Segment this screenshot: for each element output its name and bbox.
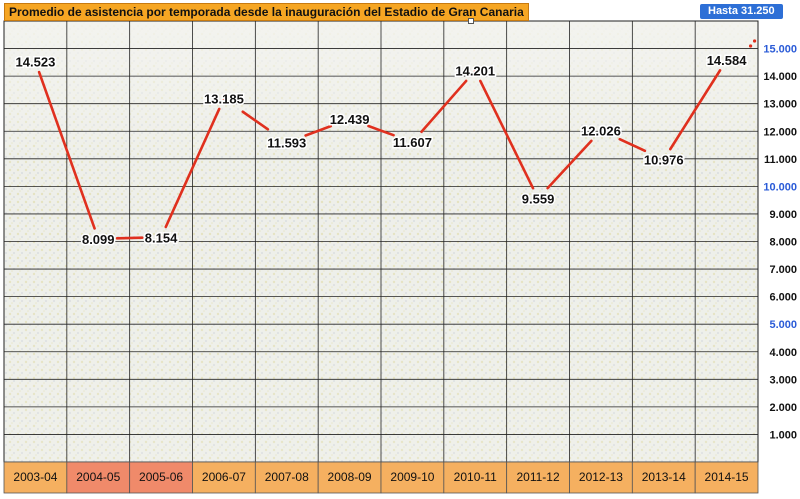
x-tick-label: 2013-14 (642, 470, 686, 484)
category-cell (317, 461, 382, 494)
chart-title: Promedio de asistencia por temporada des… (4, 3, 529, 21)
y-tick-label: 7.000 (769, 264, 797, 276)
category-cell (254, 461, 319, 494)
series-line-segment (618, 137, 647, 153)
y-tick-label: 6.000 (769, 292, 797, 304)
x-tick-label: 2009-10 (390, 470, 434, 484)
x-tick-label: 2014-15 (705, 470, 749, 484)
x-tick-label: 2003-04 (13, 470, 57, 484)
data-point (159, 235, 163, 239)
data-point (662, 157, 666, 161)
y-tick-label: 3.000 (769, 374, 797, 386)
series-line-segment (479, 79, 535, 190)
y-tick-label: 2.000 (769, 402, 797, 414)
data-point (33, 60, 37, 64)
series-line-segment (241, 110, 270, 131)
x-tick-label: 2006-07 (202, 470, 246, 484)
category-cell (3, 461, 68, 494)
x-tick-label: 2008-09 (328, 470, 372, 484)
data-point (410, 140, 414, 144)
data-label: 10.976 (644, 152, 684, 167)
y-tick-label: 15.000 (763, 44, 797, 56)
data-label: 8.154 (145, 230, 178, 245)
x-tick-label: 2011-12 (517, 470, 560, 484)
y-tick-label: 12.000 (763, 126, 797, 138)
series-line-segment (367, 124, 395, 137)
data-label: 11.607 (393, 135, 432, 150)
series-line-segment (546, 139, 593, 190)
series-line-segment (164, 107, 221, 229)
series-line-segment (420, 79, 468, 134)
resize-handle (468, 18, 474, 24)
capacity-badge: Hasta 31.250 (700, 4, 783, 19)
x-tick-label: 2010-11 (454, 470, 497, 484)
data-label: 8.099 (82, 232, 115, 247)
category-cell (694, 461, 759, 494)
data-label: 9.559 (522, 192, 555, 207)
x-tick-label: 2005-06 (139, 470, 183, 484)
data-label: 13.185 (204, 92, 244, 107)
data-label: 12.026 (581, 124, 621, 139)
trend-dot (748, 44, 753, 48)
y-tick-label: 13.000 (763, 99, 797, 111)
y-tick-label: 14.000 (763, 71, 797, 83)
x-tick-label: 2007-08 (265, 470, 309, 484)
y-tick-label: 8.000 (769, 237, 797, 249)
data-label: 14.584 (707, 53, 748, 68)
trend-dot (752, 39, 757, 43)
category-cell (66, 461, 131, 494)
data-point (348, 117, 352, 121)
data-label: 14.201 (455, 64, 495, 79)
data-point (222, 97, 226, 101)
category-cell (506, 461, 570, 494)
data-label: 14.523 (16, 55, 56, 70)
category-cell (631, 461, 696, 494)
data-point (96, 237, 100, 241)
data-label: 12.439 (330, 112, 370, 127)
y-tick-label: 11.000 (764, 154, 797, 166)
x-tick-label: 2012-13 (579, 470, 623, 484)
data-point (725, 58, 729, 62)
data-label: 11.593 (267, 135, 306, 150)
y-tick-label: 5.000 (769, 319, 797, 331)
y-tick-label: 1.000 (769, 429, 797, 441)
y-tick-label: 9.000 (769, 209, 797, 221)
series-line-segment (115, 236, 144, 240)
data-point (473, 69, 477, 73)
y-tick-label: 4.000 (769, 347, 797, 359)
series-line-segment (37, 70, 96, 230)
category-cell (192, 461, 256, 494)
series-line-segment (668, 69, 722, 151)
data-point (599, 129, 603, 133)
y-tick-label: 10.000 (763, 181, 797, 193)
category-cell (443, 461, 508, 494)
data-point (536, 197, 540, 201)
x-tick-label: 2004-05 (76, 470, 120, 484)
category-cell (380, 461, 445, 494)
series-line-segment (304, 124, 333, 137)
category-cell (129, 461, 193, 494)
data-point (285, 140, 289, 144)
category-cell (569, 461, 633, 494)
